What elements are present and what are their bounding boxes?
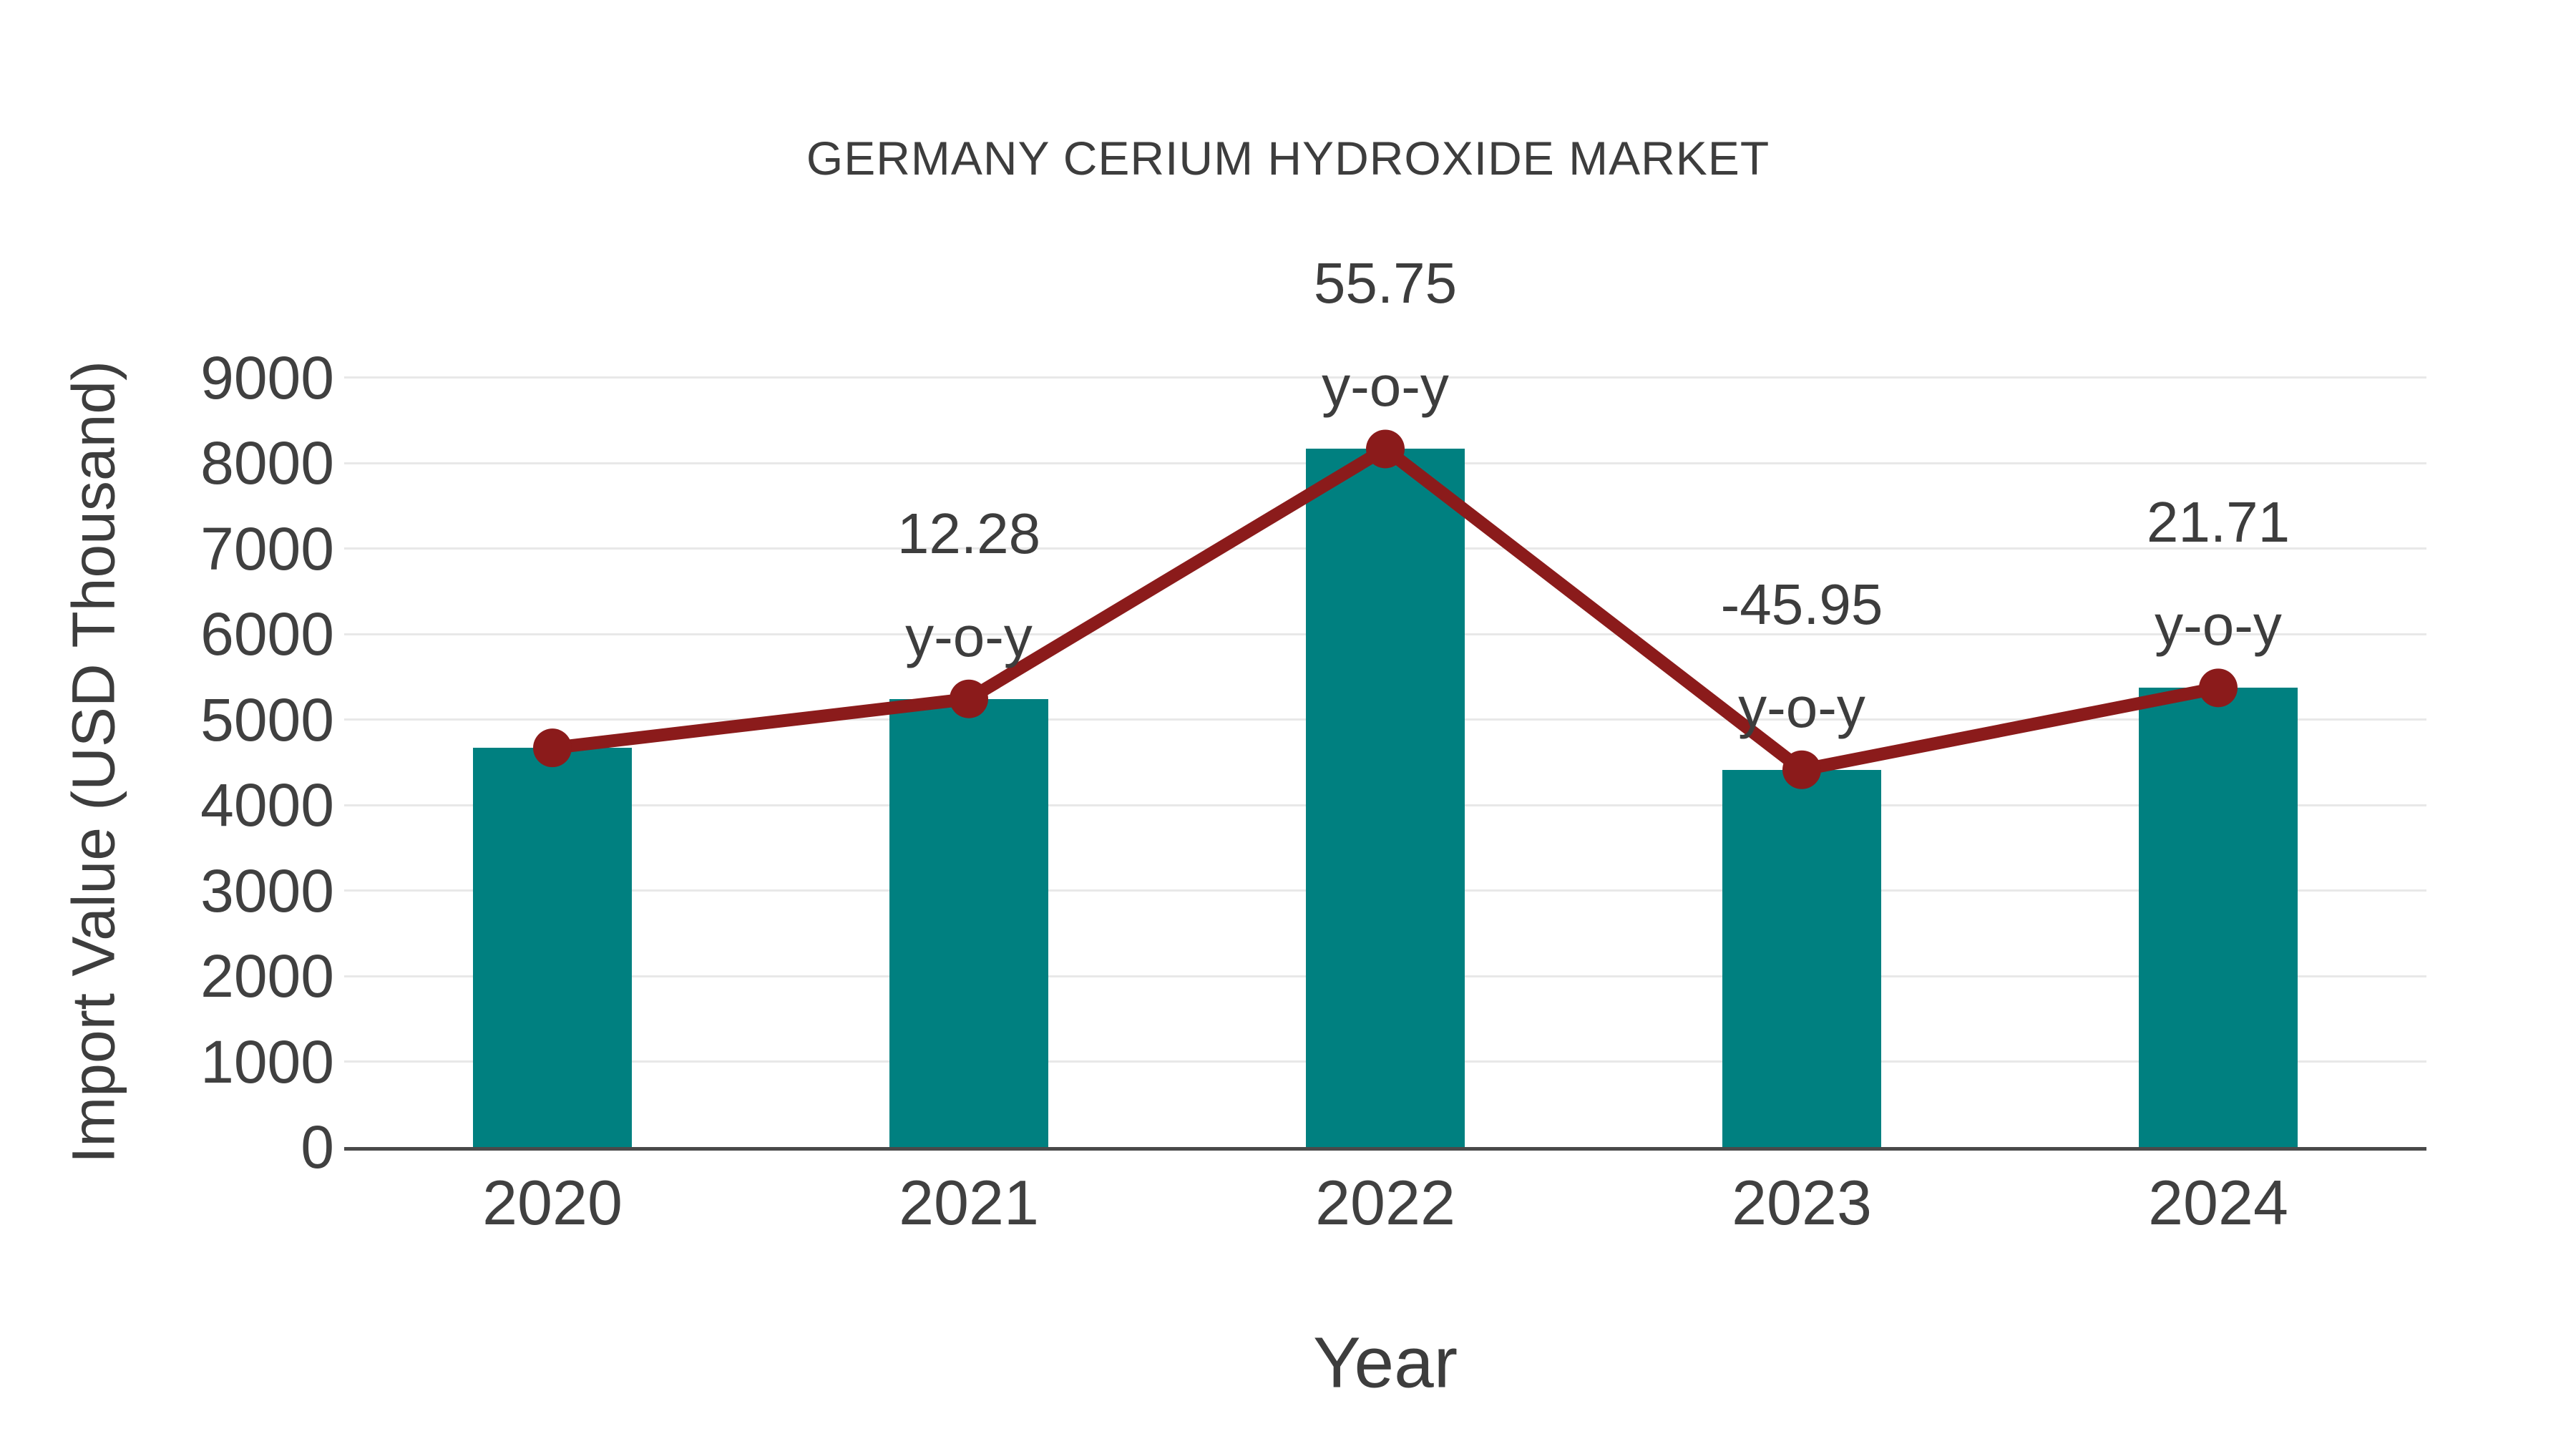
yoy-annotation-suffix: y-o-y <box>1322 354 1449 419</box>
yoy-annotation-value: -45.95 <box>1720 572 1883 636</box>
bar-2024 <box>2139 688 2298 1147</box>
line-series <box>551 441 2220 777</box>
y-tick-label: 6000 <box>200 600 334 668</box>
y-tick-label: 1000 <box>200 1028 334 1096</box>
yoy-annotation-value: 12.28 <box>897 501 1041 565</box>
yoy-annotation-2023: -45.95 y-o-y <box>1721 553 1883 759</box>
x-tick-label: 2020 <box>482 1167 623 1238</box>
x-tick-label: 2023 <box>1732 1167 1872 1238</box>
x-axis-title: Year <box>1312 1322 1458 1403</box>
y-tick-label: 4000 <box>200 771 334 839</box>
y-tick-label: 9000 <box>200 343 334 411</box>
x-axis-line <box>344 1147 2426 1151</box>
y-tick-label: 3000 <box>200 857 334 924</box>
yoy-annotation-2021: 12.28 y-o-y <box>897 482 1040 688</box>
bar-2020 <box>473 748 632 1147</box>
y-tick-label: 5000 <box>200 686 334 753</box>
yoy-annotation-value: 55.75 <box>1313 251 1458 316</box>
bar-2023 <box>1722 769 1881 1147</box>
yoy-annotation-value: 21.71 <box>2146 490 2290 555</box>
yoy-annotation-2022: 55.75 y-o-y <box>1314 232 1457 438</box>
line-marker-2023 <box>1782 750 1821 789</box>
x-tick-label: 2022 <box>1315 1167 1455 1238</box>
yoy-annotation-2024: 21.71 y-o-y <box>2147 471 2290 677</box>
x-tick-label: 2021 <box>899 1167 1039 1238</box>
line-marker-2021 <box>950 679 988 718</box>
yoy-annotation-suffix: y-o-y <box>1738 675 1865 739</box>
yoy-annotation-suffix: y-o-y <box>2155 593 2282 658</box>
yoy-annotation-suffix: y-o-y <box>905 604 1033 668</box>
line-series-layer <box>533 429 2238 789</box>
grid-line <box>344 376 2426 379</box>
bar-2021 <box>889 698 1048 1147</box>
y-tick-label: 8000 <box>200 429 334 497</box>
line-marker-2022 <box>1366 429 1405 469</box>
plot-area: 12.28 y-o-y 55.75 y-o-y -45.95 y-o-y 21.71 y-o-… <box>344 251 2426 1147</box>
y-tick-label: 7000 <box>200 514 334 582</box>
y-tick-label: 2000 <box>200 942 334 1010</box>
y-tick-label: 0 <box>301 1113 334 1181</box>
bar-2022 <box>1306 449 1465 1147</box>
chart-title: GERMANY CERIUM HYDROXIDE MARKET <box>806 132 1770 185</box>
line-marker-2020 <box>533 728 572 768</box>
x-tick-label: 2024 <box>2148 1167 2288 1238</box>
line-marker-2024 <box>2199 668 2238 708</box>
